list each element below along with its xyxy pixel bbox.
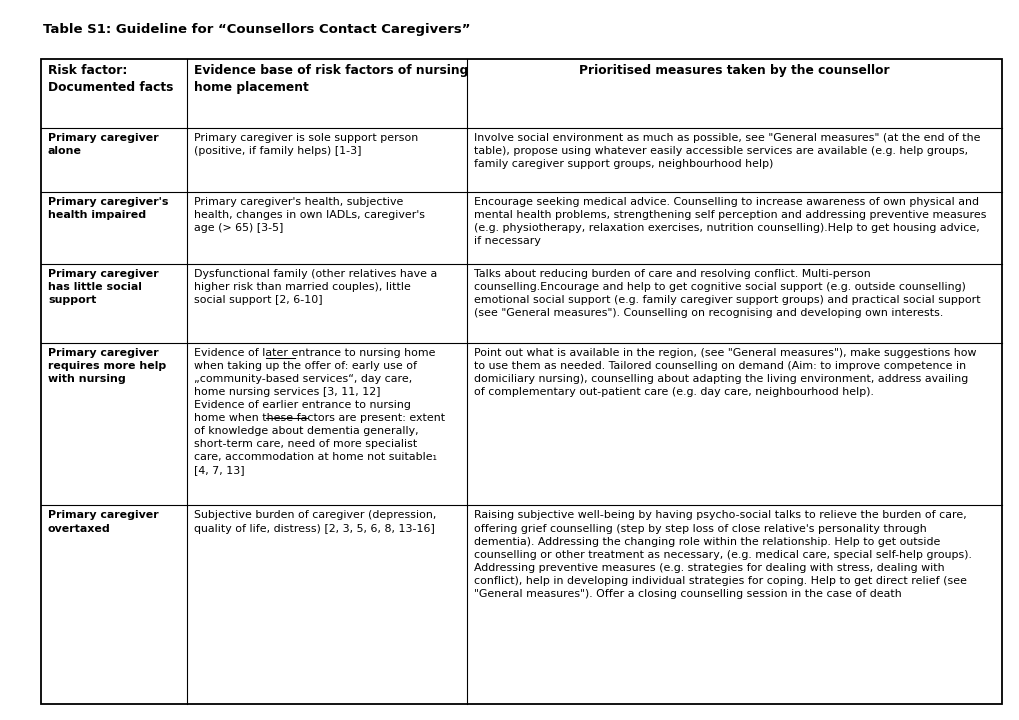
Text: Prioritised measures taken by the counsellor: Prioritised measures taken by the counse… <box>579 64 889 77</box>
Text: Primary caregiver
overtaxed: Primary caregiver overtaxed <box>48 510 158 534</box>
Text: Primary caregiver
has little social
support: Primary caregiver has little social supp… <box>48 269 158 305</box>
Text: Primary caregiver
requires more help
with nursing: Primary caregiver requires more help wit… <box>48 348 166 384</box>
Text: Table S1: Guideline for “Counsellors Contact Caregivers”: Table S1: Guideline for “Counsellors Con… <box>43 23 470 36</box>
Text: Risk factor:
Documented facts: Risk factor: Documented facts <box>48 64 173 94</box>
Text: Dysfunctional family (other relatives have a
higher risk than married couples), : Dysfunctional family (other relatives ha… <box>194 269 436 305</box>
Text: Evidence base of risk factors of nursing
home placement: Evidence base of risk factors of nursing… <box>194 64 468 94</box>
Text: Point out what is available in the region, (see "General measures"), make sugges: Point out what is available in the regio… <box>474 348 976 397</box>
Text: Involve social environment as much as possible, see "General measures" (at the e: Involve social environment as much as po… <box>474 133 980 169</box>
Text: Primary caregiver's
health impaired: Primary caregiver's health impaired <box>48 197 168 220</box>
Text: Evidence of later entrance to nursing home
when taking up the offer of: early us: Evidence of later entrance to nursing ho… <box>194 348 444 475</box>
Bar <box>41 59 1001 704</box>
Text: Raising subjective well-being by having psycho-social talks to relieve the burde: Raising subjective well-being by having … <box>474 510 971 599</box>
Text: Primary caregiver is sole support person
(positive, if family helps) [1-3]: Primary caregiver is sole support person… <box>194 133 418 156</box>
Text: Primary caregiver
alone: Primary caregiver alone <box>48 133 158 156</box>
Text: Primary caregiver's health, subjective
health, changes in own IADLs, caregiver's: Primary caregiver's health, subjective h… <box>194 197 424 233</box>
Text: Talks about reducing burden of care and resolving conflict. Multi-person
counsel: Talks about reducing burden of care and … <box>474 269 980 318</box>
Text: Subjective burden of caregiver (depression,
quality of life, distress) [2, 3, 5,: Subjective burden of caregiver (depressi… <box>194 510 436 534</box>
Text: Encourage seeking medical advice. Counselling to increase awareness of own physi: Encourage seeking medical advice. Counse… <box>474 197 985 246</box>
